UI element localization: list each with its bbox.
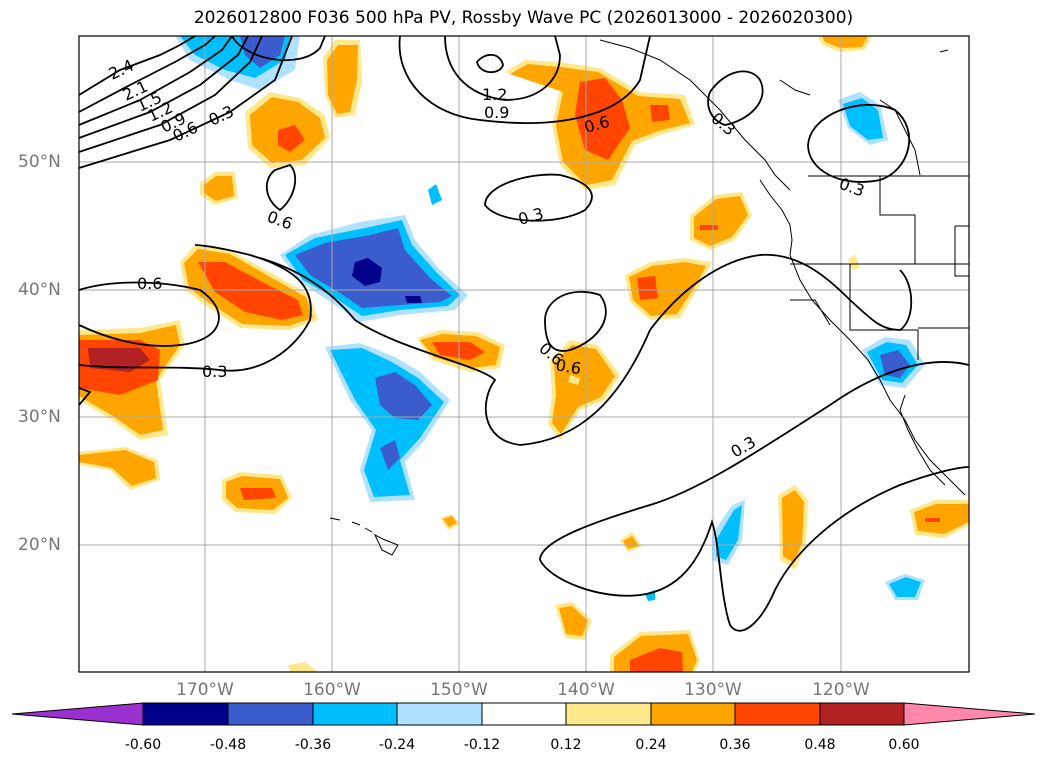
- positive-anomaly-area: [914, 504, 969, 534]
- negative-anomaly-area: [843, 98, 883, 140]
- contour-label: 0.6: [137, 274, 162, 293]
- positive-anomaly-area: [240, 488, 276, 500]
- pv-anomaly-fill: [79, 36, 969, 672]
- latitude-label: 20°N: [18, 535, 61, 555]
- negative-anomaly-area: [405, 296, 422, 303]
- colorbar-bin: [142, 702, 229, 726]
- positive-anomaly-area: [822, 36, 868, 48]
- contour-label: 0.3: [202, 362, 227, 381]
- positive-anomaly-area: [204, 176, 234, 201]
- positive-anomaly-area: [848, 254, 860, 270]
- colorbar-tick-label: 0.36: [719, 737, 751, 753]
- contour-label: 0.6: [554, 355, 582, 378]
- map-background: [79, 36, 969, 672]
- graticule: [79, 36, 969, 672]
- colorbar-tick-label: 0.60: [888, 737, 920, 753]
- colorbar-tick-label: 0.48: [804, 737, 836, 753]
- negative-anomaly-area: [375, 372, 432, 420]
- longitude-label: 130°W: [684, 680, 742, 700]
- negative-anomaly-area: [352, 258, 382, 286]
- positive-anomaly-area: [443, 516, 457, 527]
- contour-label: 1.2: [482, 85, 507, 104]
- longitude-label: 140°W: [557, 680, 615, 700]
- positive-anomaly-area: [700, 225, 718, 230]
- colorbar-tick-label: 0.12: [550, 737, 582, 753]
- colorbar-tick-label: -0.36: [294, 737, 332, 753]
- positive-anomaly-area: [575, 78, 630, 160]
- longitude-label: 160°W: [303, 680, 361, 700]
- colorbar-over-arrow: [903, 702, 1036, 726]
- negative-anomaly-area: [380, 440, 400, 470]
- colorbar-tick-label: -0.24: [378, 737, 416, 753]
- chart-title: 2026012800 F036 500 hPa PV, Rossby Wave …: [193, 8, 854, 28]
- positive-anomaly-area: [79, 450, 156, 486]
- longitude-label: 170°W: [176, 680, 234, 700]
- longitude-label: 150°W: [430, 680, 488, 700]
- positive-anomaly-area: [650, 105, 670, 122]
- colorbar-bin: [227, 702, 314, 726]
- positive-anomaly-area: [694, 196, 748, 246]
- negative-anomaly-area: [428, 184, 442, 205]
- colorbar-tick-label: 0.24: [635, 737, 667, 753]
- positive-anomaly-area: [629, 262, 706, 316]
- positive-anomaly-area: [623, 536, 639, 549]
- colorbar-bin: [650, 702, 736, 726]
- longitude-label: 120°W: [812, 680, 870, 700]
- negative-anomaly-area: [889, 577, 921, 597]
- colorbar-bin: [565, 702, 652, 726]
- positive-anomaly-area: [637, 276, 658, 300]
- map-frame: [78, 35, 970, 673]
- negative-anomaly-area: [716, 505, 742, 560]
- negative-anomaly-area: [330, 348, 444, 497]
- positive-anomaly-area: [559, 606, 588, 636]
- latitude-label: 30°N: [18, 407, 61, 427]
- contour-label: 0.9: [484, 103, 509, 122]
- positive-anomaly-area: [552, 345, 615, 434]
- positive-anomaly-area: [327, 45, 358, 114]
- colorbar-bin: [481, 702, 567, 726]
- colorbar-tick-label: -0.48: [209, 737, 247, 753]
- negative-anomaly-area: [880, 350, 910, 378]
- positive-anomaly-area: [630, 648, 683, 672]
- positive-anomaly-area: [278, 125, 305, 152]
- colorbar-tick-label: -0.12: [463, 737, 501, 753]
- colorbar-bin: [312, 702, 398, 726]
- colorbar-bin: [819, 702, 905, 726]
- positive-anomaly-area: [568, 375, 580, 385]
- colorbar-under-arrow: [11, 702, 144, 726]
- positive-anomaly-area: [288, 662, 318, 672]
- colorbar-tick-label: -0.60: [124, 737, 162, 753]
- pv-contours: [78, 35, 970, 632]
- positive-anomaly-area: [198, 262, 303, 320]
- positive-anomaly-area: [925, 518, 940, 522]
- latitude-label: 40°N: [18, 280, 61, 300]
- colorbar: [11, 702, 1036, 726]
- latitude-label: 50°N: [18, 152, 61, 172]
- colorbar-bin: [734, 702, 821, 726]
- colorbar-bin: [396, 702, 483, 726]
